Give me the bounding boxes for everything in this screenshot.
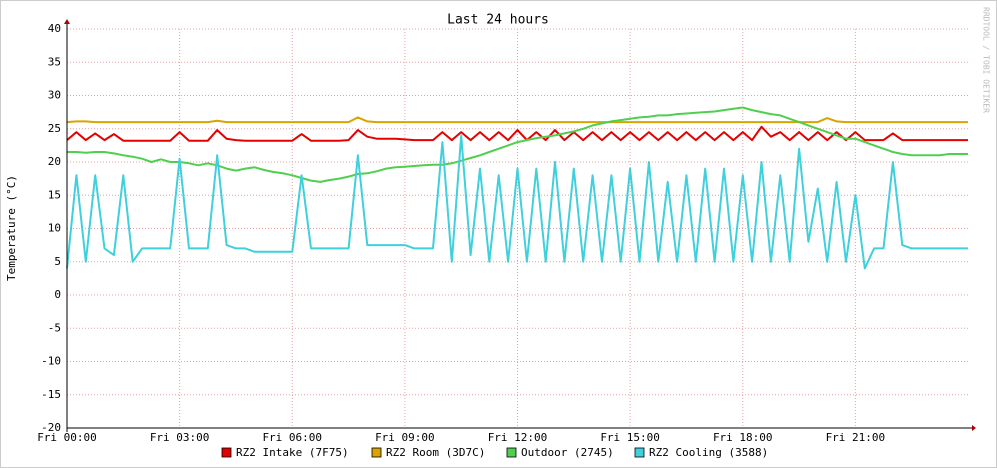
series-line <box>66 134 968 270</box>
x-tick-label: Fri 00:00 <box>37 431 97 444</box>
y-tick-label: 5 <box>54 255 61 268</box>
y-tick-label: -10 <box>41 355 61 368</box>
x-tick-label: Fri 18:00 <box>713 431 773 444</box>
y-tick-label: -15 <box>41 388 61 401</box>
axes <box>64 19 976 432</box>
watermark: RRDTOOL / TOBI OETIKER <box>982 7 991 113</box>
x-tick-label: Fri 03:00 <box>150 431 210 444</box>
grid <box>66 28 968 429</box>
legend-label: RZ2 Room (3D7C) <box>386 446 485 459</box>
x-tick-label: Fri 21:00 <box>826 431 886 444</box>
legend-label: Outdoor (2745) <box>521 446 614 459</box>
legend-swatch <box>221 447 232 458</box>
series-line <box>67 106 968 183</box>
y-tick-label: 15 <box>48 188 61 201</box>
series-line <box>66 116 968 124</box>
lines <box>66 106 968 270</box>
chart-title: Last 24 hours <box>447 13 549 28</box>
y-axis-label: Temperature (°C) <box>5 175 18 281</box>
y-tick-label: 10 <box>48 222 61 235</box>
legend-swatch <box>634 447 645 458</box>
y-tick-label: -20 <box>41 421 61 434</box>
y-arrow <box>64 19 70 24</box>
x-tick-label: Fri 06:00 <box>262 431 322 444</box>
legend: RZ2 Intake (7F75) RZ2 Room (3D7C) Outdoor … <box>221 446 768 459</box>
y-tick-label: 20 <box>48 155 61 168</box>
x-tick-label: Fri 12:00 <box>488 431 548 444</box>
y-tick-label: 0 <box>54 288 61 301</box>
legend-swatch <box>506 447 517 458</box>
y-tick-label: 30 <box>48 89 61 102</box>
y-tick-label: 35 <box>48 55 61 68</box>
y-tick-label: 25 <box>48 122 61 135</box>
legend-swatch <box>371 447 382 458</box>
legend-label: RZ2 Cooling (3588) <box>649 446 768 459</box>
series-line <box>66 125 968 142</box>
legend-label: RZ2 Intake (7F75) <box>236 446 349 459</box>
y-tick-label: 40 <box>48 22 61 35</box>
x-tick-label: Fri 09:00 <box>375 431 435 444</box>
x-tick-label: Fri 15:00 <box>600 431 660 444</box>
x-arrow <box>972 425 976 431</box>
y-tick-label: -5 <box>48 321 61 334</box>
